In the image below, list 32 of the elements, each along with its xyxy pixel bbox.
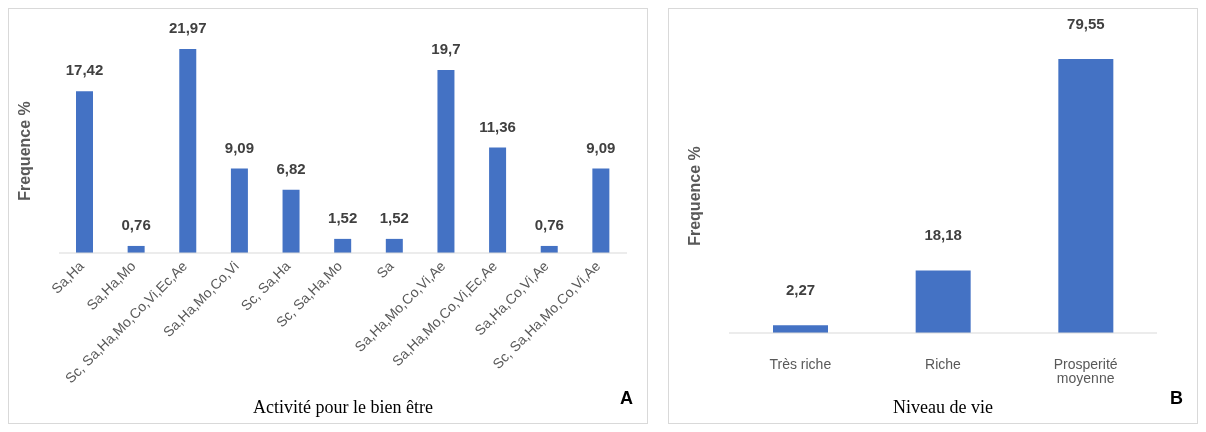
bar <box>334 238 352 253</box>
bar <box>76 91 93 253</box>
x-tick-label: Prosperité moyenne <box>1053 355 1118 386</box>
data-label: 1,52 <box>379 208 409 226</box>
bar <box>385 238 403 253</box>
data-label: 1,52 <box>328 208 358 226</box>
bar <box>179 49 197 253</box>
bar <box>437 70 455 253</box>
y-axis-title: Frequence % <box>15 101 33 201</box>
x-tick-label: Riche <box>925 355 962 372</box>
data-label: 19,7 <box>431 40 461 58</box>
bar <box>592 168 610 253</box>
data-label: 0,76 <box>121 215 151 233</box>
data-label: 17,42 <box>65 61 104 79</box>
data-label: 6,82 <box>276 159 306 177</box>
bar <box>489 147 507 253</box>
x-axis-title: Niveau de vie <box>893 397 993 417</box>
data-label: 9,09 <box>586 138 616 156</box>
x-axis-title: Activité pour le bien être <box>253 397 433 417</box>
bar <box>282 189 300 253</box>
data-label: 18,18 <box>924 226 962 244</box>
y-axis-title: Frequence % <box>685 146 703 246</box>
bar <box>230 168 248 253</box>
data-label: 11,36 <box>479 117 516 135</box>
text: B <box>1170 388 1183 409</box>
data-label: 0,76 <box>534 215 564 233</box>
data-label: 79,55 <box>1067 15 1105 32</box>
text: A <box>620 388 633 409</box>
data-label: 2,27 <box>785 281 816 299</box>
data-label: 21,97 <box>169 19 207 36</box>
data-label: 9,09 <box>224 138 255 156</box>
x-tick-label: Très riche <box>769 355 832 372</box>
